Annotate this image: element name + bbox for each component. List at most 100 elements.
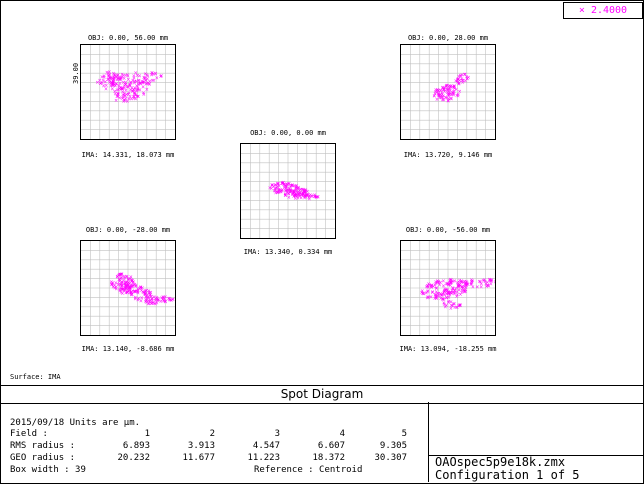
ray-marker: × <box>426 282 430 288</box>
ray-marker: × <box>138 88 142 94</box>
ray-marker: × <box>129 291 133 297</box>
ray-marker: × <box>135 73 139 79</box>
ray-marker: × <box>447 282 451 288</box>
ray-marker: × <box>118 285 122 291</box>
ray-marker: × <box>445 288 449 294</box>
ray-marker: × <box>440 85 444 91</box>
ray-marker: × <box>150 78 154 84</box>
ray-marker: × <box>451 302 455 308</box>
ray-marker: × <box>163 299 167 305</box>
ray-marker: × <box>452 290 456 296</box>
ray-marker: × <box>144 298 148 304</box>
ray-marker: × <box>303 187 307 193</box>
ray-marker: × <box>132 88 136 94</box>
ray-marker: × <box>122 275 126 281</box>
ray-marker: × <box>301 191 305 197</box>
ray-marker: × <box>143 291 147 297</box>
ray-marker: × <box>120 283 124 289</box>
geo-value: 11.677 <box>182 453 215 463</box>
ray-marker: × <box>286 188 290 194</box>
ray-marker: × <box>455 305 459 311</box>
ray-marker: × <box>287 186 291 192</box>
ray-marker: × <box>308 192 312 198</box>
ray-marker: × <box>135 94 139 100</box>
ray-marker: × <box>275 186 279 192</box>
ray-marker: × <box>133 282 137 288</box>
ray-marker: × <box>135 288 139 294</box>
ray-marker: × <box>107 77 111 83</box>
ray-marker: × <box>128 287 132 293</box>
spot-obj-label: OBJ: 0.00, 56.00 mm <box>87 34 169 42</box>
ray-marker: × <box>452 84 456 90</box>
ray-marker: × <box>452 85 456 91</box>
ray-marker: × <box>303 196 307 202</box>
ray-marker: × <box>280 181 284 187</box>
ray-marker: × <box>107 74 111 80</box>
ray-marker: × <box>434 295 438 301</box>
ray-marker: × <box>123 82 127 88</box>
ray-marker: × <box>445 287 449 293</box>
ray-marker: × <box>117 277 121 283</box>
ray-marker: × <box>275 190 279 196</box>
configuration-label: Configuration 1 of 5 <box>435 468 580 482</box>
ray-marker: × <box>270 183 274 189</box>
ray-marker: × <box>123 98 127 104</box>
ray-marker: × <box>116 91 120 97</box>
ray-marker: × <box>441 96 445 102</box>
ray-marker: × <box>128 94 132 100</box>
ray-marker: × <box>458 303 462 309</box>
ray-marker: × <box>463 72 467 78</box>
ray-marker: × <box>455 78 459 84</box>
ray-marker: × <box>127 97 131 103</box>
ray-marker: × <box>171 297 175 303</box>
spot-plot: ××××××××××××××××××××××××××××××××××××××××… <box>81 45 175 139</box>
ray-marker: × <box>456 92 460 98</box>
ray-marker: × <box>146 73 150 79</box>
ray-marker: × <box>288 187 292 193</box>
ray-marker: × <box>456 77 460 83</box>
ray-marker: × <box>302 188 306 194</box>
ray-marker: × <box>457 89 461 95</box>
ray-marker: × <box>279 189 283 195</box>
ray-marker: × <box>118 287 122 293</box>
ray-marker: × <box>127 288 131 294</box>
ray-marker: × <box>461 80 465 86</box>
ray-marker: × <box>300 193 304 199</box>
ray-marker: × <box>291 191 295 197</box>
ray-marker: × <box>143 292 147 298</box>
ray-marker: × <box>429 294 433 300</box>
ray-marker: × <box>301 192 305 198</box>
ray-marker: × <box>436 89 440 95</box>
ray-marker: × <box>463 282 467 288</box>
ray-marker: × <box>145 87 149 93</box>
ray-marker: × <box>438 95 442 101</box>
ray-marker: × <box>304 193 308 199</box>
ray-marker: × <box>430 283 434 289</box>
ray-marker: × <box>435 90 439 96</box>
ray-marker: × <box>277 187 281 193</box>
ray-marker: × <box>104 83 108 89</box>
ray-marker: × <box>449 290 453 296</box>
ray-marker: × <box>446 98 450 104</box>
ray-marker: × <box>143 292 147 298</box>
ray-marker: × <box>465 76 469 82</box>
ray-marker: × <box>456 284 460 290</box>
ray-marker: × <box>457 74 461 80</box>
ray-marker: × <box>435 293 439 299</box>
ray-marker: × <box>126 85 130 91</box>
ray-marker: × <box>307 196 311 202</box>
ray-marker: × <box>123 283 127 289</box>
ray-marker: × <box>147 82 151 88</box>
ray-marker: × <box>118 283 122 289</box>
ray-marker: × <box>442 292 446 298</box>
ray-marker: × <box>159 74 163 80</box>
ray-marker: × <box>305 192 309 198</box>
ray-marker: × <box>436 280 440 286</box>
ray-marker: × <box>451 279 455 285</box>
ray-marker: × <box>144 288 148 294</box>
ray-marker: × <box>118 282 122 288</box>
ray-marker: × <box>111 82 115 88</box>
ray-marker: × <box>148 298 152 304</box>
ray-marker: × <box>136 87 140 93</box>
ray-marker: × <box>116 88 120 94</box>
